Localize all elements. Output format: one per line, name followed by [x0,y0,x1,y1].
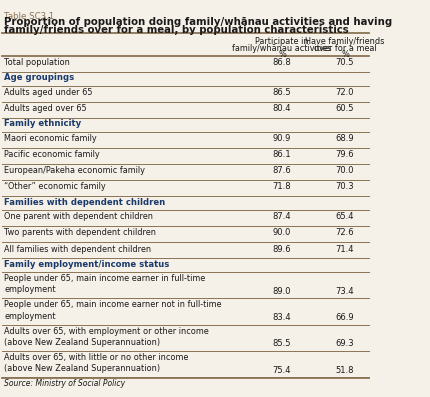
Text: Families with dependent children: Families with dependent children [4,198,166,207]
Text: 87.6: 87.6 [273,166,292,175]
Text: family/friends over for a meal, by population characteristics: family/friends over for a meal, by popul… [4,25,349,35]
Text: 66.9: 66.9 [336,313,354,322]
Text: employment: employment [4,312,56,321]
Text: Table SC3.1: Table SC3.1 [4,12,55,21]
Text: 51.8: 51.8 [336,366,354,374]
Text: 89.0: 89.0 [273,287,291,296]
Text: Two parents with dependent children: Two parents with dependent children [4,229,157,237]
Text: Age groupings: Age groupings [4,73,75,82]
Text: Source: Ministry of Social Policy: Source: Ministry of Social Policy [4,379,126,388]
Text: 80.4: 80.4 [273,104,291,113]
Text: over for a meal: over for a meal [314,44,376,53]
Text: Adults over 65, with little or no other income: Adults over 65, with little or no other … [4,353,189,362]
Text: People under 65, main income earner in full-time: People under 65, main income earner in f… [4,274,206,283]
Text: Adults over 65, with employment or other income: Adults over 65, with employment or other… [4,326,209,335]
Text: %: % [278,50,286,59]
Text: 73.4: 73.4 [336,287,354,296]
Text: (above New Zealand Superannuation): (above New Zealand Superannuation) [4,338,160,347]
Text: 90.0: 90.0 [273,229,291,237]
Text: 75.4: 75.4 [273,366,291,374]
Text: People under 65, main income earner not in full-time: People under 65, main income earner not … [4,300,222,309]
Text: 68.9: 68.9 [336,134,354,143]
Text: Family employment/income status: Family employment/income status [4,260,170,269]
Text: 71.8: 71.8 [273,182,291,191]
Text: Family ethnicity: Family ethnicity [4,119,82,129]
Text: 79.6: 79.6 [336,150,354,159]
Text: 70.5: 70.5 [336,58,354,67]
Text: 85.5: 85.5 [273,339,291,348]
Text: 60.5: 60.5 [336,104,354,113]
Text: 72.6: 72.6 [336,229,354,237]
Text: European/Pakeha economic family: European/Pakeha economic family [4,166,145,175]
Text: 65.4: 65.4 [336,212,354,222]
Text: Maori economic family: Maori economic family [4,134,97,143]
Text: (above New Zealand Superannuation): (above New Zealand Superannuation) [4,364,160,373]
Text: 70.0: 70.0 [336,166,354,175]
Text: 71.4: 71.4 [336,245,354,254]
Text: %: % [341,50,349,59]
Text: Pacific economic family: Pacific economic family [4,150,100,159]
Text: 70.3: 70.3 [336,182,354,191]
Text: 89.6: 89.6 [273,245,291,254]
Text: 72.0: 72.0 [336,88,354,97]
Text: 69.3: 69.3 [336,339,354,348]
Text: 86.1: 86.1 [273,150,291,159]
Text: Adults aged under 65: Adults aged under 65 [4,88,93,97]
Text: Total population: Total population [4,58,71,67]
Text: employment: employment [4,285,56,295]
Text: All families with dependent children: All families with dependent children [4,245,152,254]
Text: One parent with dependent children: One parent with dependent children [4,212,154,222]
Text: “Other” economic family: “Other” economic family [4,182,106,191]
Text: Participate in: Participate in [255,37,309,46]
Text: 87.4: 87.4 [273,212,291,222]
Text: Adults aged over 65: Adults aged over 65 [4,104,87,113]
Text: Proportion of population doing family/whānau activities and having: Proportion of population doing family/wh… [4,17,393,27]
Text: 90.9: 90.9 [273,134,291,143]
Text: 86.5: 86.5 [273,88,291,97]
Text: 86.8: 86.8 [273,58,292,67]
Text: Have family/friends: Have family/friends [305,37,385,46]
Text: 83.4: 83.4 [273,313,291,322]
Text: family/whānau activities: family/whānau activities [232,44,332,53]
